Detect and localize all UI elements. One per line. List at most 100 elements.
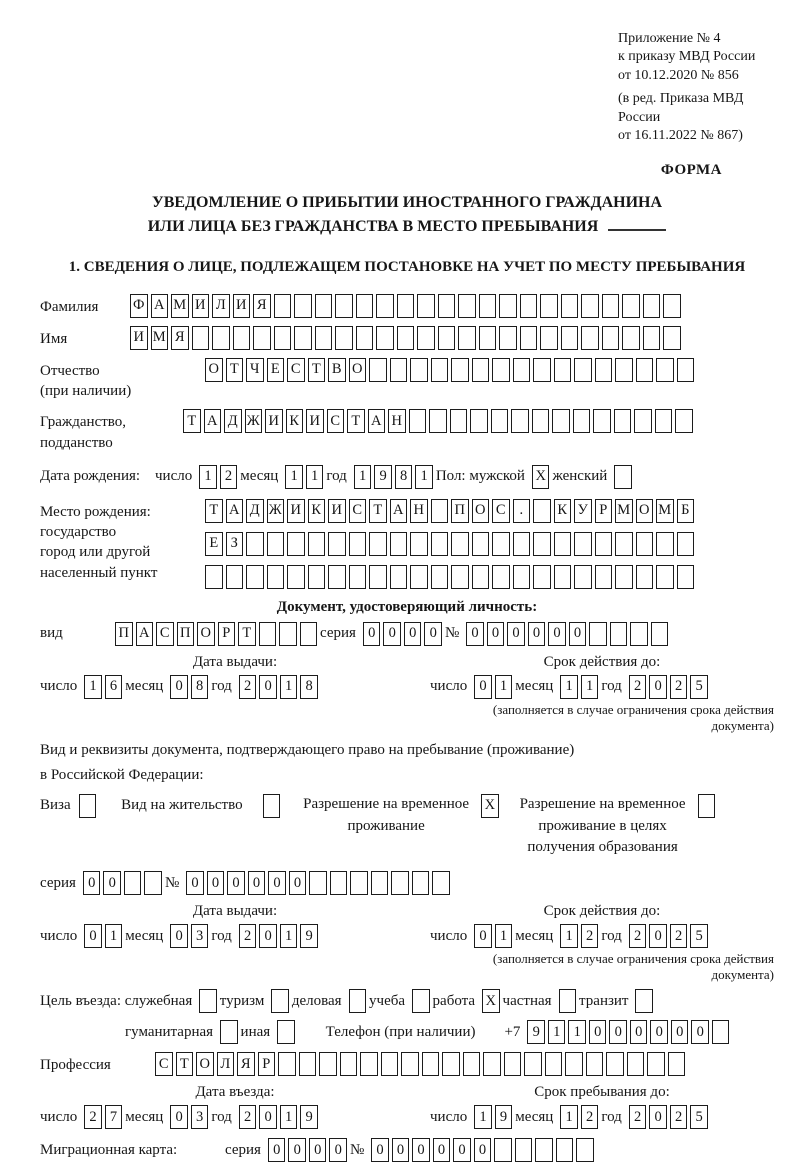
migration-card-label: Миграционная карта: xyxy=(40,1141,178,1158)
annex-line: Приложение № 4 xyxy=(618,31,721,46)
char-cell xyxy=(654,409,672,434)
char-cell xyxy=(635,531,653,556)
char-cell xyxy=(451,564,469,589)
char-cell xyxy=(471,531,489,556)
char-cell xyxy=(412,989,430,1014)
char-cell: 2 xyxy=(580,1105,599,1130)
entry-date-header: Дата въезда: xyxy=(195,1084,275,1101)
char-cell: 9 xyxy=(374,464,392,489)
residence-permit-checkbox xyxy=(262,793,284,818)
char-cell: 1 xyxy=(199,464,217,489)
char-cell xyxy=(369,564,387,589)
char-cell xyxy=(630,621,648,646)
char-cell xyxy=(613,409,631,434)
right-doc-line2: в Российской Федерации: xyxy=(40,766,204,783)
char-cell xyxy=(675,409,693,434)
char-cell: М xyxy=(171,293,189,318)
char-cell xyxy=(492,531,510,556)
char-cell: Е xyxy=(205,531,223,556)
char-cell: Т xyxy=(225,357,243,382)
char-cell xyxy=(328,564,346,589)
char-cell: О xyxy=(348,357,366,382)
valid-note: (заполняется в случае ограничения срока … xyxy=(492,701,774,733)
humanitarian-label: гуманитарная xyxy=(125,1023,214,1040)
char-cell xyxy=(593,409,611,434)
char-cell xyxy=(144,871,162,896)
char-cell: 1 xyxy=(560,674,578,699)
iddoc-header: Документ, удостоверяющий личность: xyxy=(276,598,538,615)
char-cell: 2 xyxy=(84,1105,102,1130)
char-cell xyxy=(697,793,716,818)
char-cell xyxy=(430,564,448,589)
char-cell xyxy=(329,871,348,896)
char-cell: И xyxy=(265,409,283,434)
char-cell xyxy=(369,357,387,382)
char-cell xyxy=(294,293,312,318)
char-cell: С xyxy=(155,1052,173,1077)
char-cell: 9 xyxy=(300,1105,318,1130)
char-cell: 0 xyxy=(588,1020,607,1045)
residence-permit-label: Вид на жительство xyxy=(121,796,243,813)
birthplace-label: Место рождения: государство город или др… xyxy=(40,503,158,581)
char-cell: Д xyxy=(224,409,242,434)
other-label: иная xyxy=(240,1023,271,1040)
char-cell: О xyxy=(635,498,653,523)
char-cell: 0 xyxy=(329,1138,347,1163)
char-cell: Р xyxy=(594,498,612,523)
birthdate-label: Дата рождения: xyxy=(40,468,141,485)
char-cell: В xyxy=(328,357,346,382)
char-cell: Н xyxy=(388,409,406,434)
surname-label: Фамилия xyxy=(40,298,99,315)
char-cell: . xyxy=(512,498,530,523)
char-cell: 1 xyxy=(279,1105,298,1130)
char-cell: 2 xyxy=(628,674,647,699)
char-cell xyxy=(594,564,612,589)
char-cell xyxy=(417,325,435,350)
char-cell xyxy=(553,357,571,382)
char-cell: 0 xyxy=(650,1020,668,1045)
char-cell: 2 xyxy=(669,924,688,949)
char-cell xyxy=(483,1052,501,1077)
char-cell xyxy=(376,293,394,318)
char-cell xyxy=(220,1020,238,1045)
char-cell: М xyxy=(150,325,168,350)
char-cell xyxy=(335,293,353,318)
char-cell xyxy=(519,293,537,318)
char-cell xyxy=(615,564,633,589)
temp-permit-edu-label: Разрешение на временное проживание в цел… xyxy=(519,795,686,856)
char-cell xyxy=(667,1052,685,1077)
char-cell: И xyxy=(130,325,148,350)
char-cell: 1 xyxy=(568,1020,586,1045)
char-cell xyxy=(410,564,428,589)
char-cell xyxy=(389,357,407,382)
char-cell xyxy=(314,325,332,350)
char-cell: Я xyxy=(253,293,271,318)
char-cell xyxy=(650,621,669,646)
char-cell: 5 xyxy=(690,674,708,699)
char-cell xyxy=(408,409,426,434)
citizenship-label: Гражданство, подданство xyxy=(40,414,127,451)
business-label: деловая xyxy=(291,992,342,1009)
char-cell: П xyxy=(176,621,194,646)
char-cell: 0 xyxy=(259,924,277,949)
char-cell xyxy=(410,531,428,556)
char-cell: 0 xyxy=(84,924,102,949)
char-cell: Т xyxy=(183,409,201,434)
title-blank-line xyxy=(608,217,667,231)
form-title: УВЕДОМЛЕНИЕ О ПРИБЫТИИ ИНОСТРАННОГО ГРАЖ… xyxy=(40,191,774,239)
char-cell xyxy=(432,871,450,896)
char-cell xyxy=(635,564,653,589)
